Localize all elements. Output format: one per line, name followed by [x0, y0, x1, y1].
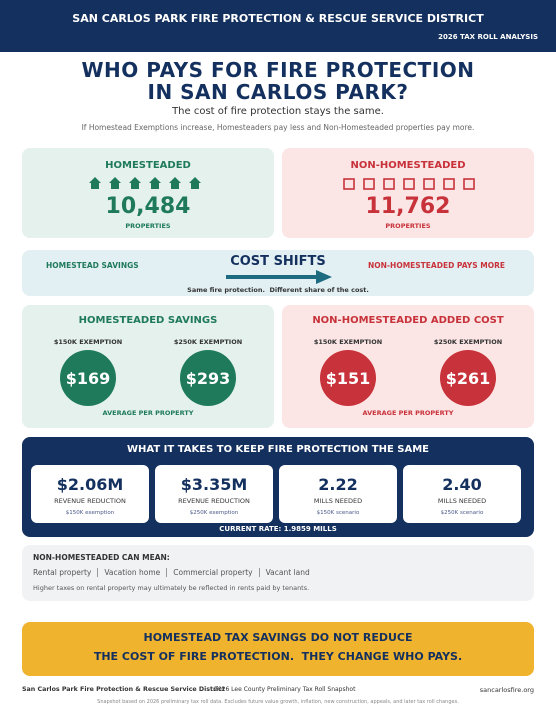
shift-arrow — [226, 270, 332, 284]
homesteaded-card — [22, 148, 274, 238]
count-value: 10,484 — [105, 194, 191, 219]
impact-title: HOMESTEADED SAVINGS — [78, 315, 218, 326]
req-label: REVENUE REDUCTION — [178, 497, 250, 505]
subtitle: The cost of fire protection stays the sa… — [172, 106, 384, 117]
impact-footer: AVERAGE PER PROPERTY — [102, 409, 194, 417]
count-unit: PROPERTIES — [385, 222, 431, 230]
req-value: $3.35M — [180, 475, 248, 494]
house-icons — [89, 177, 201, 189]
building-icons — [343, 178, 475, 190]
shift-right: NON-HOMESTEADED PAYS MORE — [368, 261, 505, 270]
shift-note: Same fire protection. Different share of… — [187, 286, 369, 294]
req-value: 2.40 — [442, 475, 482, 494]
cost-shift-band — [22, 250, 534, 296]
req-value: 2.22 — [318, 475, 358, 494]
callout-line: HOMESTEAD TAX SAVINGS DO NOT REDUCE — [143, 631, 413, 644]
property-type: Rental property — [33, 568, 92, 577]
count-value: 11,762 — [365, 194, 451, 219]
req-label: REVENUE REDUCTION — [54, 497, 126, 505]
req-card: $3.35M REVENUE REDUCTION $250K exemption — [155, 465, 273, 523]
property-type: Commercial property — [166, 568, 258, 577]
requirements-title: WHAT IT TAKES TO KEEP FIRE PROTECTION TH… — [127, 444, 429, 455]
callout-line: THE COST OF FIRE PROTECTION. THEY CHANGE… — [93, 650, 463, 663]
exemption-label: $150K EXEMPTION — [313, 338, 383, 346]
shift-title: COST SHIFTS — [230, 254, 326, 269]
card-label: HOMESTEADED — [105, 160, 191, 171]
req-label: MILLS NEEDED — [437, 497, 487, 505]
footer-right: sancarlosfire.org — [479, 686, 534, 694]
req-note: $150K scenario — [316, 510, 360, 516]
footer-left: San Carlos Park Fire Protection & Rescue… — [22, 686, 226, 693]
exemption-label: $250K EXEMPTION — [433, 338, 503, 346]
property-types-list: Rental property Vacation home Commercial p… — [27, 568, 316, 577]
callout-box — [22, 622, 534, 676]
req-label: MILLS NEEDED — [313, 497, 363, 505]
non-homesteaded-card — [282, 148, 534, 238]
savings-value: $293 — [180, 350, 236, 406]
exemption-label: $150K EXEMPTION — [53, 338, 123, 346]
req-note: $250K scenario — [440, 510, 484, 516]
cost-value: $261 — [440, 350, 496, 406]
count-unit: PROPERTIES — [125, 222, 171, 230]
exemption-label: $250K EXEMPTION — [173, 338, 243, 346]
intro-note: If Homestead Exemptions increase, Homest… — [81, 123, 475, 132]
property-types-note: Higher taxes on rental property may ulti… — [33, 584, 310, 592]
req-value: $2.06M — [56, 475, 124, 494]
req-card: 2.40 MILLS NEEDED $250K scenario — [403, 465, 521, 523]
main-title: WHO PAYS FOR FIRE PROTECTION — [81, 58, 475, 82]
req-note: $250K exemption — [189, 510, 239, 516]
impact-footer: AVERAGE PER PROPERTY — [362, 409, 454, 417]
savings-value: $169 — [60, 350, 116, 406]
header-subtitle: 2026 TAX ROLL ANALYSIS — [438, 33, 538, 41]
impact-title: NON-HOMESTEADED ADDED COST — [312, 315, 504, 326]
footer-disclaimer: Snapshot based on 2026 preliminary tax r… — [97, 699, 459, 705]
req-note: $150K exemption — [65, 510, 115, 516]
main-title: IN SAN CARLOS PARK? — [147, 80, 409, 104]
property-type: Vacant land — [258, 568, 316, 577]
property-type: Vacation home — [97, 568, 166, 577]
req-card: 2.22 MILLS NEEDED $150K scenario — [279, 465, 397, 523]
property-types-title: NON-HOMESTEADED CAN MEAN: — [33, 553, 170, 562]
header-title: SAN CARLOS PARK FIRE PROTECTION & RESCUE… — [72, 12, 484, 25]
footer-center: 2026 Lee County Preliminary Tax Roll Sna… — [214, 686, 356, 693]
card-label: NON-HOMESTEADED — [350, 160, 466, 171]
cost-value: $151 — [320, 350, 376, 406]
header-band — [0, 0, 556, 52]
shift-left: HOMESTEAD SAVINGS — [46, 261, 139, 270]
current-rate: CURRENT RATE: 1.9859 MILLS — [219, 525, 337, 533]
req-card: $2.06M REVENUE REDUCTION $150K exemption — [31, 465, 149, 523]
property-types-box — [22, 545, 534, 601]
